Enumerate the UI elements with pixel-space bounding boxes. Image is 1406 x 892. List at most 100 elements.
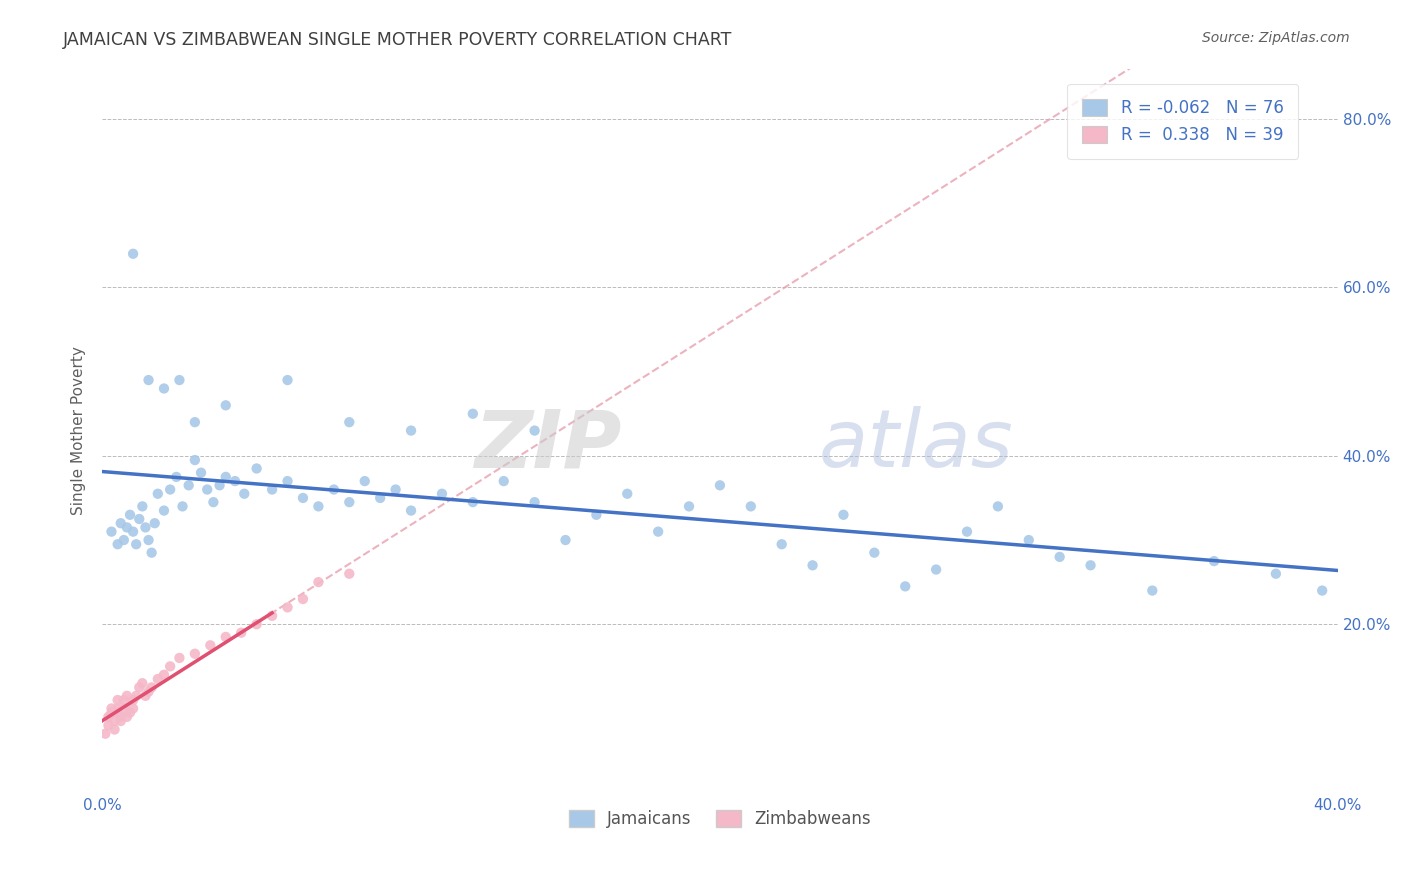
Point bbox=[125, 537, 148, 551]
Text: JAMAICAN VS ZIMBABWEAN SINGLE MOTHER POVERTY CORRELATION CHART: JAMAICAN VS ZIMBABWEAN SINGLE MOTHER POV… bbox=[63, 31, 733, 49]
Point bbox=[115, 710, 138, 724]
Point bbox=[100, 524, 122, 539]
Point bbox=[987, 500, 1010, 514]
Point bbox=[107, 693, 129, 707]
Point bbox=[107, 537, 129, 551]
Point bbox=[246, 617, 269, 632]
Point bbox=[107, 706, 129, 720]
Point bbox=[554, 533, 576, 547]
Point bbox=[276, 474, 298, 488]
Point bbox=[128, 512, 150, 526]
Point bbox=[322, 483, 344, 497]
Point bbox=[103, 714, 125, 728]
Point bbox=[118, 508, 141, 522]
Point bbox=[110, 710, 132, 724]
Point bbox=[131, 676, 153, 690]
Point bbox=[131, 500, 153, 514]
Point bbox=[215, 398, 238, 412]
Point bbox=[461, 495, 484, 509]
Point bbox=[246, 461, 269, 475]
Point bbox=[169, 651, 191, 665]
Point bbox=[1080, 558, 1102, 573]
Point bbox=[134, 689, 156, 703]
Point bbox=[138, 373, 160, 387]
Point bbox=[110, 516, 132, 531]
Point bbox=[461, 407, 484, 421]
Legend: Jamaicans, Zimbabweans: Jamaicans, Zimbabweans bbox=[562, 804, 877, 835]
Point bbox=[233, 487, 256, 501]
Point bbox=[894, 579, 917, 593]
Point bbox=[97, 718, 120, 732]
Point bbox=[307, 575, 329, 590]
Point bbox=[100, 706, 122, 720]
Point bbox=[159, 659, 181, 673]
Point bbox=[1310, 583, 1333, 598]
Point bbox=[122, 246, 145, 260]
Point bbox=[399, 503, 422, 517]
Point bbox=[430, 487, 453, 501]
Point bbox=[523, 424, 546, 438]
Point bbox=[115, 520, 138, 534]
Point bbox=[368, 491, 391, 505]
Point bbox=[231, 625, 253, 640]
Point bbox=[112, 693, 135, 707]
Point bbox=[1204, 554, 1226, 568]
Point bbox=[177, 478, 200, 492]
Point bbox=[125, 689, 148, 703]
Point bbox=[202, 495, 225, 509]
Point bbox=[384, 483, 406, 497]
Point bbox=[616, 487, 638, 501]
Point bbox=[184, 453, 207, 467]
Point bbox=[709, 478, 731, 492]
Point bbox=[200, 638, 222, 652]
Point bbox=[678, 500, 700, 514]
Point bbox=[100, 701, 122, 715]
Point bbox=[1049, 549, 1071, 564]
Point bbox=[110, 714, 132, 728]
Point bbox=[492, 474, 515, 488]
Point bbox=[97, 710, 120, 724]
Point bbox=[262, 483, 284, 497]
Point bbox=[801, 558, 824, 573]
Point bbox=[146, 672, 169, 686]
Point bbox=[925, 562, 948, 576]
Point bbox=[141, 681, 163, 695]
Point bbox=[94, 727, 117, 741]
Point bbox=[159, 483, 181, 497]
Point bbox=[523, 495, 546, 509]
Point bbox=[215, 630, 238, 644]
Point bbox=[1142, 583, 1164, 598]
Point bbox=[138, 533, 160, 547]
Point bbox=[337, 415, 360, 429]
Text: atlas: atlas bbox=[818, 406, 1014, 484]
Point bbox=[1018, 533, 1040, 547]
Text: Source: ZipAtlas.com: Source: ZipAtlas.com bbox=[1202, 31, 1350, 45]
Point bbox=[399, 424, 422, 438]
Point bbox=[122, 701, 145, 715]
Point bbox=[215, 470, 238, 484]
Text: ZIP: ZIP bbox=[474, 406, 621, 484]
Point bbox=[832, 508, 855, 522]
Point bbox=[153, 667, 176, 681]
Point bbox=[184, 647, 207, 661]
Point bbox=[172, 500, 194, 514]
Point bbox=[115, 689, 138, 703]
Point bbox=[138, 684, 160, 698]
Point bbox=[276, 600, 298, 615]
Point bbox=[291, 592, 314, 607]
Point bbox=[585, 508, 607, 522]
Point bbox=[165, 470, 187, 484]
Point bbox=[262, 608, 284, 623]
Point bbox=[128, 681, 150, 695]
Point bbox=[153, 503, 176, 517]
Point bbox=[107, 701, 129, 715]
Point bbox=[118, 706, 141, 720]
Point bbox=[112, 701, 135, 715]
Point bbox=[190, 466, 212, 480]
Point bbox=[291, 491, 314, 505]
Point bbox=[169, 373, 191, 387]
Point bbox=[276, 373, 298, 387]
Point bbox=[208, 478, 231, 492]
Point bbox=[153, 382, 176, 396]
Y-axis label: Single Mother Poverty: Single Mother Poverty bbox=[72, 346, 86, 515]
